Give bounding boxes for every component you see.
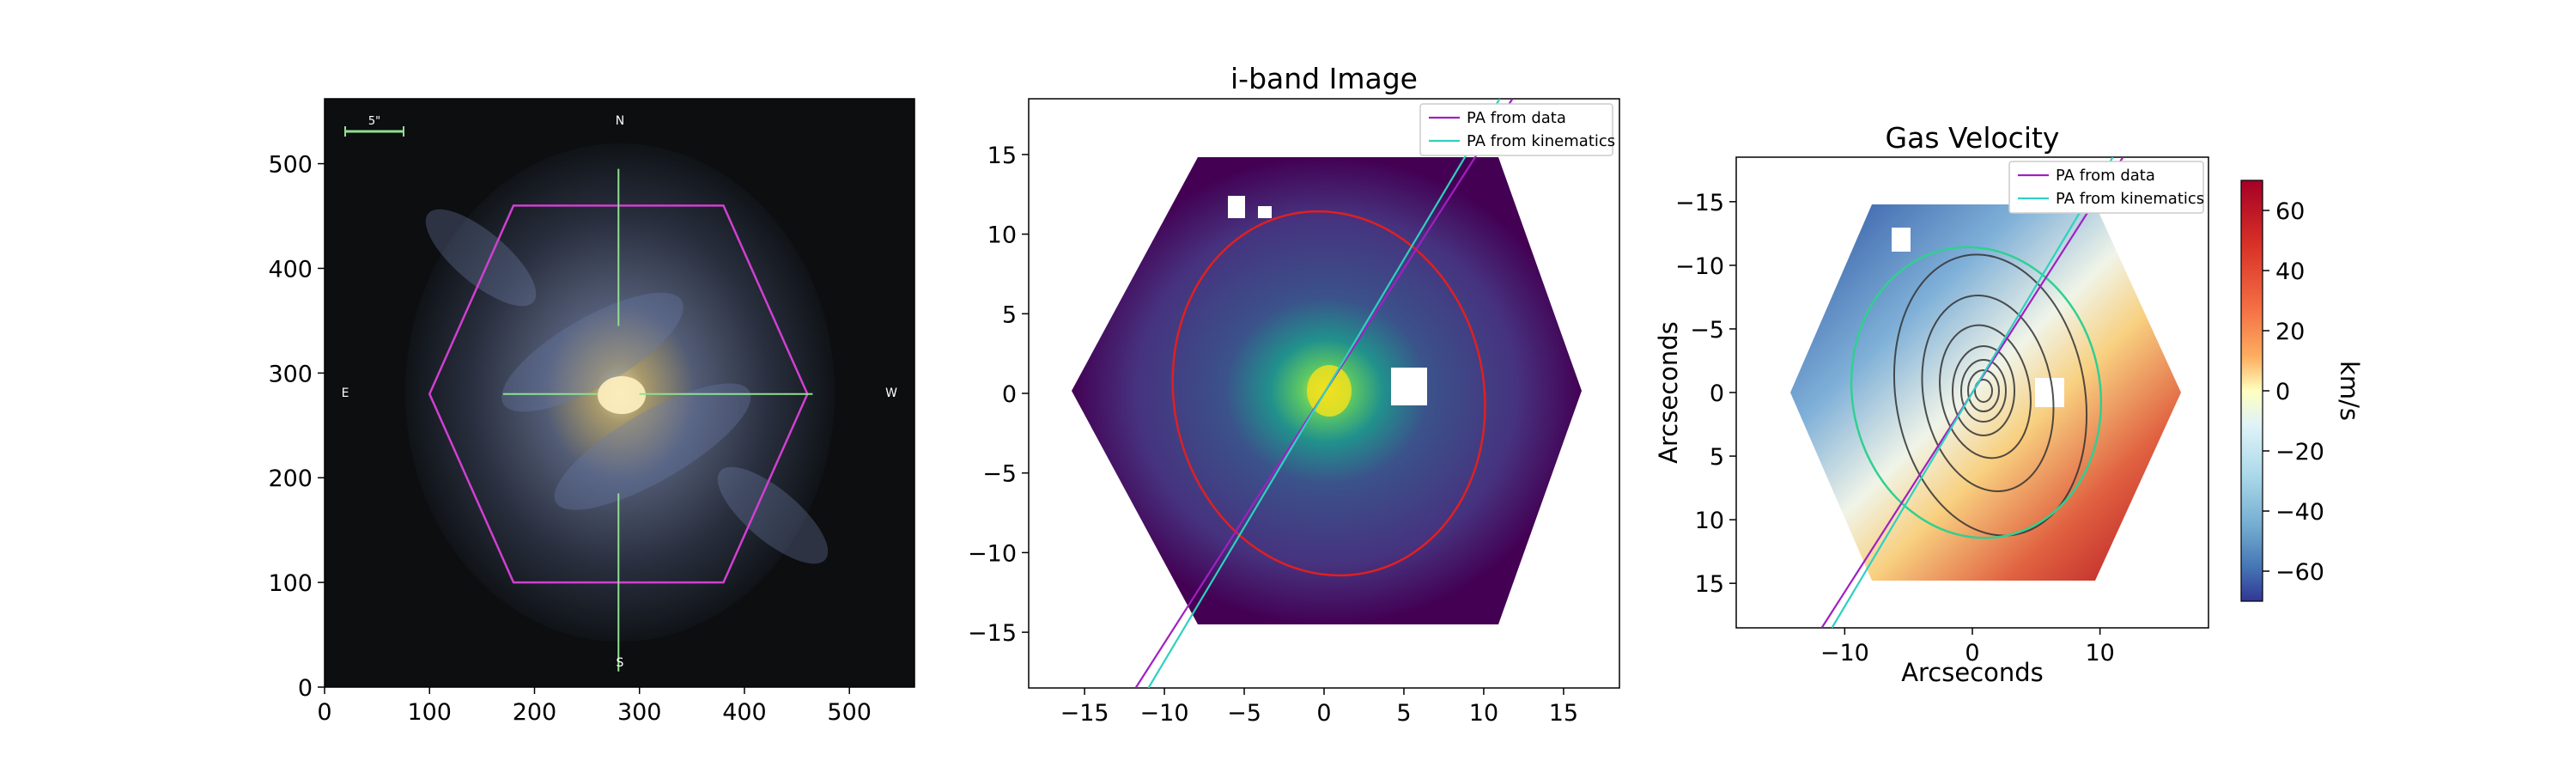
- masked-star: [1391, 368, 1427, 405]
- colorbar-ticks: 60 40 20 0 −20 −40 −60: [2263, 198, 2324, 586]
- sdss-xtick-label: 100: [407, 699, 452, 726]
- iband-xtick-label: −10: [1140, 700, 1189, 727]
- crosshair: [502, 168, 813, 672]
- velocity-xtick-label: 0: [1965, 640, 1979, 666]
- velocity-ytick-label: −5: [1690, 317, 1724, 344]
- velocity-ellipse: [1850, 246, 2103, 539]
- flux-contour: [1939, 324, 2032, 460]
- velocity-ylabel: Arcseconds: [1654, 321, 1683, 464]
- iband-xtick-label: 5: [1396, 700, 1411, 727]
- sdss-xtick-label: 400: [722, 699, 767, 726]
- compass-west: W: [885, 386, 897, 400]
- flux-contour: [1967, 369, 2000, 412]
- sdss-xtick-label: 0: [317, 699, 331, 726]
- velocity-title: Gas Velocity: [1886, 121, 2060, 155]
- iband-ytick-label: 10: [987, 222, 1017, 249]
- compass-east: E: [342, 386, 349, 400]
- iband-ytick-label: −5: [982, 461, 1017, 488]
- galaxy-bulge: [598, 376, 646, 414]
- sdss-image-ticks: 0 100 200 300 400 500 0 100 200 300 400 500: [268, 152, 872, 726]
- iband-panel: −15 −10 −5 0 5 10 15 −15 −10 −5 0 5 10 15 i-band Imag…: [968, 62, 1620, 727]
- velocity-ytick-label: −10: [1675, 253, 1724, 280]
- iband-ytick-label: 5: [1002, 301, 1017, 328]
- flux-contour: [1921, 295, 2055, 492]
- sdss-ytick-label: 500: [268, 152, 313, 179]
- iband-ytick-label: 15: [987, 143, 1017, 169]
- flux-contour: [1952, 345, 2015, 436]
- flux-contour: [1893, 253, 2088, 537]
- colorbar-tick-label: 0: [2275, 379, 2290, 405]
- flux-contour: [1974, 379, 1993, 403]
- velocity-xtick-label: −10: [1820, 640, 1869, 666]
- iband-legend: PA from data PA from kinematics: [1419, 103, 1615, 156]
- sdss-ytick-label: 300: [268, 361, 313, 387]
- velocity-ytick-label: −15: [1675, 190, 1724, 216]
- masked-pixel: [1892, 228, 1911, 252]
- flux-contour: [1960, 359, 2007, 423]
- sdss-ytick-label: 100: [268, 570, 313, 597]
- velocity-panel: −10 0 10 15 10 5 0 −5 −10 −15 Gas Velocity Arcsec…: [1654, 121, 2209, 687]
- sdss-ytick-label: 400: [268, 256, 313, 283]
- velocity-ticks: −10 0 10 15 10 5 0 −5 −10 −15: [1675, 190, 2115, 666]
- sdss-image-frame: [324, 98, 915, 688]
- colorbar-tick-label: 40: [2275, 259, 2305, 285]
- colorbar-tick-label: 60: [2275, 198, 2305, 225]
- colorbar-bar: [2240, 180, 2263, 602]
- iband-xtick-label: 15: [1549, 700, 1578, 727]
- velocity-legend-kin: PA from kinematics: [2056, 190, 2204, 208]
- iband-ytick-label: −10: [968, 540, 1017, 567]
- iband-ytick-label: 0: [1002, 381, 1017, 408]
- iband-xtick-label: −5: [1227, 700, 1261, 727]
- colorbar-tick-label: −40: [2275, 499, 2324, 526]
- iband-legend-data: PA from data: [1467, 109, 1566, 127]
- velocity-ytick-label: 5: [1710, 444, 1724, 471]
- iband-legend-box: [1419, 103, 1613, 156]
- sdss-ytick-label: 200: [268, 466, 313, 492]
- sdss-xtick-label: 200: [513, 699, 557, 726]
- iband-xtick-label: −15: [1060, 700, 1109, 727]
- spiral-arm: [501, 292, 683, 412]
- velocity-legend-box: [2008, 161, 2204, 214]
- velocity-pa-kin-line: [1831, 157, 2114, 628]
- iband-ytick-label: −15: [968, 620, 1017, 647]
- velocity-ytick-label: 15: [1695, 571, 1724, 598]
- spiral-arm: [717, 466, 829, 564]
- masked-star: [2035, 378, 2064, 407]
- colorbar: 60 40 20 0 −20 −40 −60 km/s: [2240, 180, 2364, 602]
- ifu-hexagon: [428, 204, 809, 584]
- colorbar-tick-label: 20: [2275, 319, 2305, 345]
- iband-pa-kin-line: [1147, 99, 1501, 688]
- iband-title: i-band Image: [1230, 62, 1418, 95]
- velocity-ytick-label: 10: [1695, 508, 1724, 534]
- spiral-arm: [554, 383, 751, 510]
- iband-xtick-label: 10: [1469, 700, 1498, 727]
- masked-pixel: [1258, 206, 1272, 218]
- sdss-xtick-label: 300: [617, 699, 662, 726]
- spiral-arm: [425, 209, 537, 307]
- velocity-xlabel: Arcseconds: [1901, 658, 2044, 687]
- sdss-ytick-label: 0: [298, 675, 313, 702]
- velocity-ytick-label: 0: [1710, 380, 1724, 407]
- compass-north: N: [616, 114, 624, 128]
- colorbar-tick-label: −60: [2275, 559, 2324, 586]
- compass-south: S: [617, 656, 624, 670]
- velocity-xtick-label: 10: [2085, 640, 2114, 666]
- iband-legend-kin: PA from kinematics: [1467, 132, 1615, 150]
- iband-ellipse: [1171, 210, 1486, 577]
- iband-xtick-label: 0: [1316, 700, 1331, 727]
- masked-pixel: [1228, 196, 1245, 218]
- velocity-legend-data: PA from data: [2056, 167, 2155, 185]
- velocity-legend: PA from data PA from kinematics: [2008, 161, 2204, 214]
- colorbar-label: km/s: [2335, 361, 2364, 421]
- scale-bar-label: 5": [368, 115, 380, 128]
- colorbar-tick-label: −20: [2275, 439, 2324, 466]
- sdss-xtick-label: 500: [827, 699, 872, 726]
- sdss-image-panel: 0 100 200 300 400 500 0 100 200 300 400 500 N S E W…: [268, 98, 915, 726]
- flux-contours: [1893, 253, 2088, 537]
- iband-ticks: −15 −10 −5 0 5 10 15 −15 −10 −5 0 5 10 15: [968, 143, 1578, 727]
